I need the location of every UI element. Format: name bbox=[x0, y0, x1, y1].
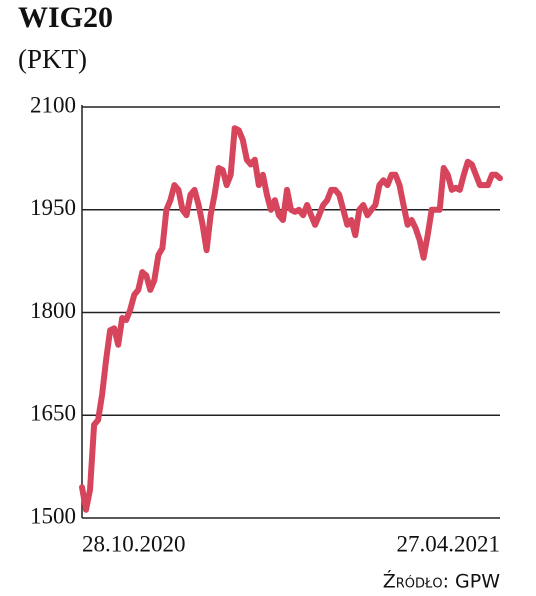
y-tick-label: 1500 bbox=[30, 503, 76, 528]
line-series bbox=[79, 125, 503, 513]
y-tick-label: 2100 bbox=[30, 92, 76, 117]
x-tick-label: 27.04.2021 bbox=[397, 531, 501, 556]
chart-title: WIG20 bbox=[18, 1, 113, 34]
y-tick-label: 1800 bbox=[30, 298, 76, 323]
y-tick-label: 1650 bbox=[30, 401, 76, 426]
chart-subtitle: (PKT) bbox=[18, 44, 87, 74]
x-tick-label: 28.10.2020 bbox=[82, 531, 186, 556]
y-tick-label: 1950 bbox=[30, 195, 76, 220]
source-note: Źródło: GPW bbox=[383, 570, 500, 593]
